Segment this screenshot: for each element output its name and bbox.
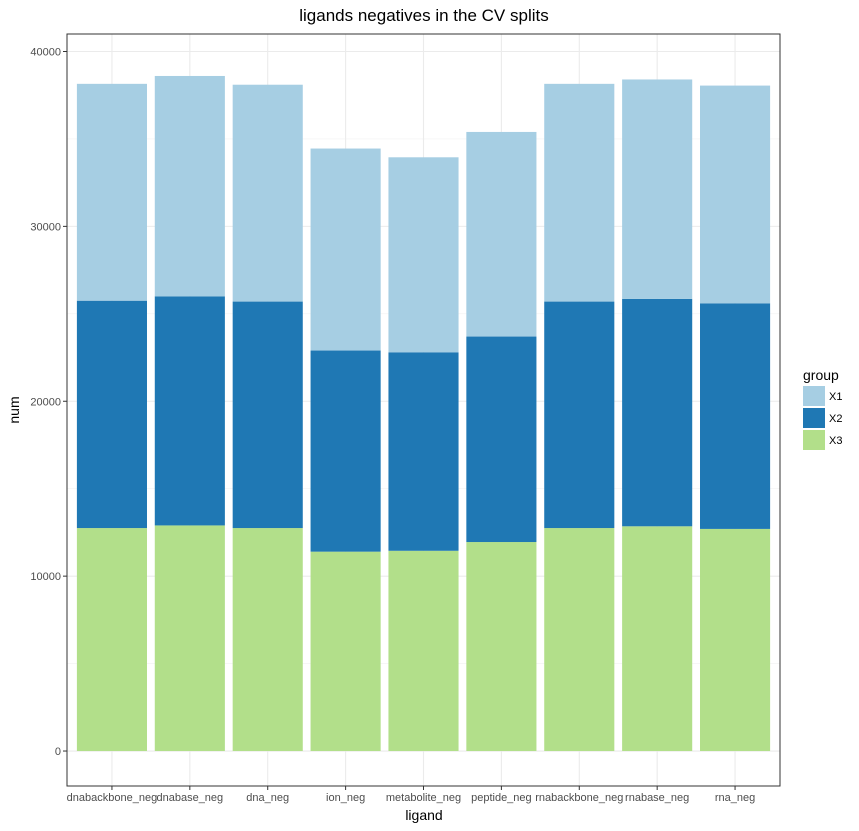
bar-segment <box>76 528 147 752</box>
legend-title: group <box>803 367 839 383</box>
legend-label: X3 <box>829 435 842 447</box>
bar-segment <box>388 157 459 353</box>
bar-segment <box>544 528 615 752</box>
x-tick-label: metabolite_neg <box>386 792 461 804</box>
bar-segment <box>622 526 693 752</box>
x-tick-label: rnabase_neg <box>625 792 689 804</box>
bar-segment <box>700 528 771 752</box>
x-axis: dnabackbone_neg dnabase_neg dna_neg ion_neg… <box>67 786 755 804</box>
y-tick-label: 20000 <box>30 396 61 408</box>
x-axis-title: ligand <box>405 807 442 823</box>
bar-segment <box>232 528 303 752</box>
bar-segment <box>700 85 771 304</box>
legend-key <box>803 386 825 406</box>
y-tick-label: 10000 <box>30 571 61 583</box>
bar-segment <box>622 298 693 527</box>
y-axis: 0 10000 20000 30000 40000 <box>30 46 67 758</box>
bar-segment <box>76 300 147 529</box>
chart-title: ligands negatives in the CV splits <box>299 6 548 25</box>
x-tick-label: dnabackbone_neg <box>67 792 158 804</box>
bar-segment <box>154 75 225 297</box>
y-axis-title: num <box>6 396 22 423</box>
bar-segment <box>232 84 303 302</box>
bar-segment <box>154 525 225 752</box>
legend-label: X1 <box>829 391 842 403</box>
bar-segment <box>310 551 381 752</box>
x-tick-label: rna_neg <box>715 792 755 804</box>
x-tick-label: dna_neg <box>246 792 289 804</box>
y-tick-label: 40000 <box>30 46 61 58</box>
legend-key <box>803 430 825 450</box>
legend: group X1 X2 X3 <box>803 367 842 450</box>
bar-segment <box>544 301 615 529</box>
x-tick-label: dnabase_neg <box>156 792 223 804</box>
y-tick-label: 0 <box>55 746 61 758</box>
legend-key <box>803 408 825 428</box>
bars <box>76 75 771 752</box>
bar-segment <box>154 296 225 526</box>
x-tick-label: ion_neg <box>326 792 365 804</box>
legend-label: X2 <box>829 413 842 425</box>
bar-segment <box>466 336 537 543</box>
bar-segment <box>388 550 459 752</box>
bar-segment <box>76 83 147 301</box>
bar-segment <box>466 131 537 337</box>
bar-segment <box>310 148 381 351</box>
y-tick-label: 30000 <box>30 221 61 233</box>
bar-segment <box>700 303 771 529</box>
x-tick-label: rnabackbone_neg <box>535 792 623 804</box>
bar-segment <box>544 83 615 302</box>
bar-segment <box>466 542 537 752</box>
bar-segment <box>388 352 459 551</box>
bar-segment <box>232 301 303 529</box>
x-tick-label: peptide_neg <box>471 792 532 804</box>
bar-segment <box>310 350 381 552</box>
bar-segment <box>622 79 693 299</box>
